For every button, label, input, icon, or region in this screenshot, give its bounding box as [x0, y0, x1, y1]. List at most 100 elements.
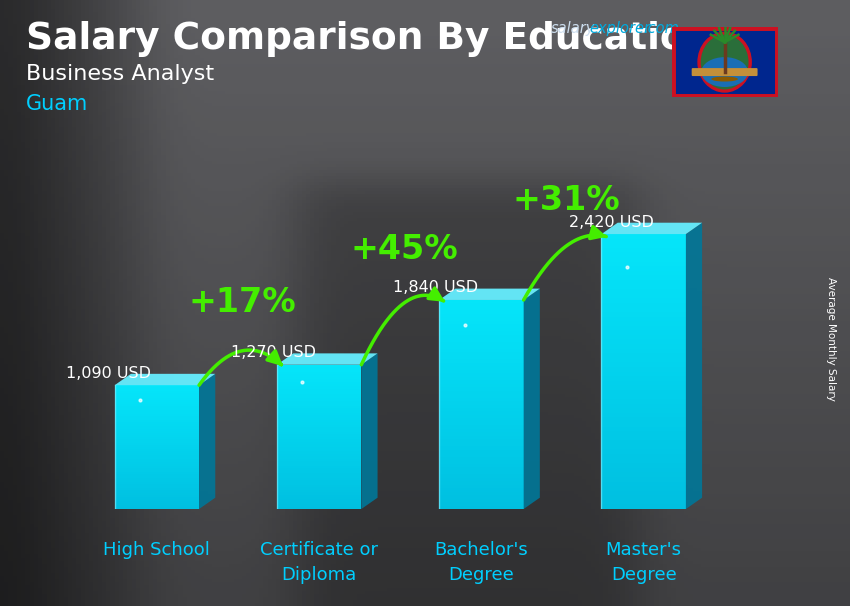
Polygon shape — [115, 480, 199, 482]
Polygon shape — [115, 441, 199, 443]
Polygon shape — [115, 433, 199, 435]
Polygon shape — [277, 384, 361, 387]
Polygon shape — [602, 358, 686, 362]
Polygon shape — [602, 413, 686, 418]
Ellipse shape — [700, 35, 749, 90]
Polygon shape — [277, 375, 361, 377]
Text: Certificate or
Diploma: Certificate or Diploma — [260, 541, 378, 584]
Polygon shape — [277, 470, 361, 473]
Polygon shape — [602, 275, 686, 280]
Polygon shape — [277, 504, 361, 507]
Polygon shape — [277, 480, 361, 482]
Polygon shape — [277, 353, 377, 365]
Polygon shape — [277, 475, 361, 478]
Polygon shape — [115, 385, 199, 387]
Polygon shape — [439, 366, 524, 370]
Polygon shape — [439, 359, 524, 362]
Polygon shape — [277, 401, 361, 403]
Text: Bachelor's
Degree: Bachelor's Degree — [434, 541, 529, 584]
Polygon shape — [439, 446, 524, 450]
Polygon shape — [277, 408, 361, 410]
Polygon shape — [277, 454, 361, 456]
Polygon shape — [439, 478, 524, 481]
Polygon shape — [439, 422, 524, 425]
Polygon shape — [277, 370, 361, 372]
Polygon shape — [439, 471, 524, 474]
Polygon shape — [439, 485, 524, 488]
Polygon shape — [115, 482, 199, 484]
Polygon shape — [602, 222, 702, 234]
Polygon shape — [602, 280, 686, 284]
Polygon shape — [277, 415, 361, 418]
Polygon shape — [277, 418, 361, 420]
Polygon shape — [277, 466, 361, 468]
Polygon shape — [115, 416, 199, 418]
Polygon shape — [277, 478, 361, 480]
Polygon shape — [277, 461, 361, 464]
Polygon shape — [277, 482, 361, 485]
Polygon shape — [439, 408, 524, 411]
Polygon shape — [277, 367, 361, 370]
Polygon shape — [115, 408, 199, 410]
Polygon shape — [277, 394, 361, 396]
Polygon shape — [602, 367, 686, 371]
Polygon shape — [602, 321, 686, 326]
Polygon shape — [602, 491, 686, 495]
Polygon shape — [115, 422, 199, 424]
Polygon shape — [602, 252, 686, 257]
Polygon shape — [439, 481, 524, 485]
Polygon shape — [115, 507, 199, 509]
Polygon shape — [115, 455, 199, 458]
Polygon shape — [115, 490, 199, 493]
Text: Business Analyst: Business Analyst — [26, 64, 213, 84]
Ellipse shape — [698, 32, 751, 92]
Polygon shape — [115, 393, 199, 396]
Polygon shape — [115, 414, 199, 416]
Polygon shape — [439, 411, 524, 415]
Ellipse shape — [711, 76, 738, 82]
Polygon shape — [602, 463, 686, 468]
Polygon shape — [439, 370, 524, 373]
Polygon shape — [602, 477, 686, 482]
Polygon shape — [277, 499, 361, 502]
Polygon shape — [115, 478, 199, 480]
Polygon shape — [277, 427, 361, 430]
Polygon shape — [602, 468, 686, 473]
Polygon shape — [115, 374, 215, 385]
Polygon shape — [602, 294, 686, 298]
Polygon shape — [439, 321, 524, 324]
Polygon shape — [439, 502, 524, 505]
Polygon shape — [439, 348, 524, 352]
Text: 1,840 USD: 1,840 USD — [394, 281, 479, 295]
Polygon shape — [115, 412, 199, 414]
Polygon shape — [277, 449, 361, 451]
Polygon shape — [115, 428, 199, 431]
Polygon shape — [439, 324, 524, 328]
Text: +17%: +17% — [188, 286, 296, 319]
Polygon shape — [602, 303, 686, 307]
Polygon shape — [439, 443, 524, 446]
Text: Average Monthly Salary: Average Monthly Salary — [826, 278, 836, 401]
Polygon shape — [115, 404, 199, 406]
Polygon shape — [602, 454, 686, 459]
Polygon shape — [602, 431, 686, 436]
Polygon shape — [115, 410, 199, 412]
Polygon shape — [115, 439, 199, 441]
Polygon shape — [439, 394, 524, 398]
Polygon shape — [277, 389, 361, 391]
Polygon shape — [439, 401, 524, 405]
Polygon shape — [277, 502, 361, 504]
Polygon shape — [602, 376, 686, 381]
Polygon shape — [439, 433, 524, 436]
Polygon shape — [602, 307, 686, 312]
Polygon shape — [602, 330, 686, 335]
Polygon shape — [602, 371, 686, 376]
Polygon shape — [277, 396, 361, 398]
Polygon shape — [115, 488, 199, 490]
Polygon shape — [439, 376, 524, 380]
Polygon shape — [115, 387, 199, 389]
Polygon shape — [277, 459, 361, 461]
Polygon shape — [277, 365, 361, 367]
Polygon shape — [199, 374, 215, 509]
Polygon shape — [277, 485, 361, 487]
